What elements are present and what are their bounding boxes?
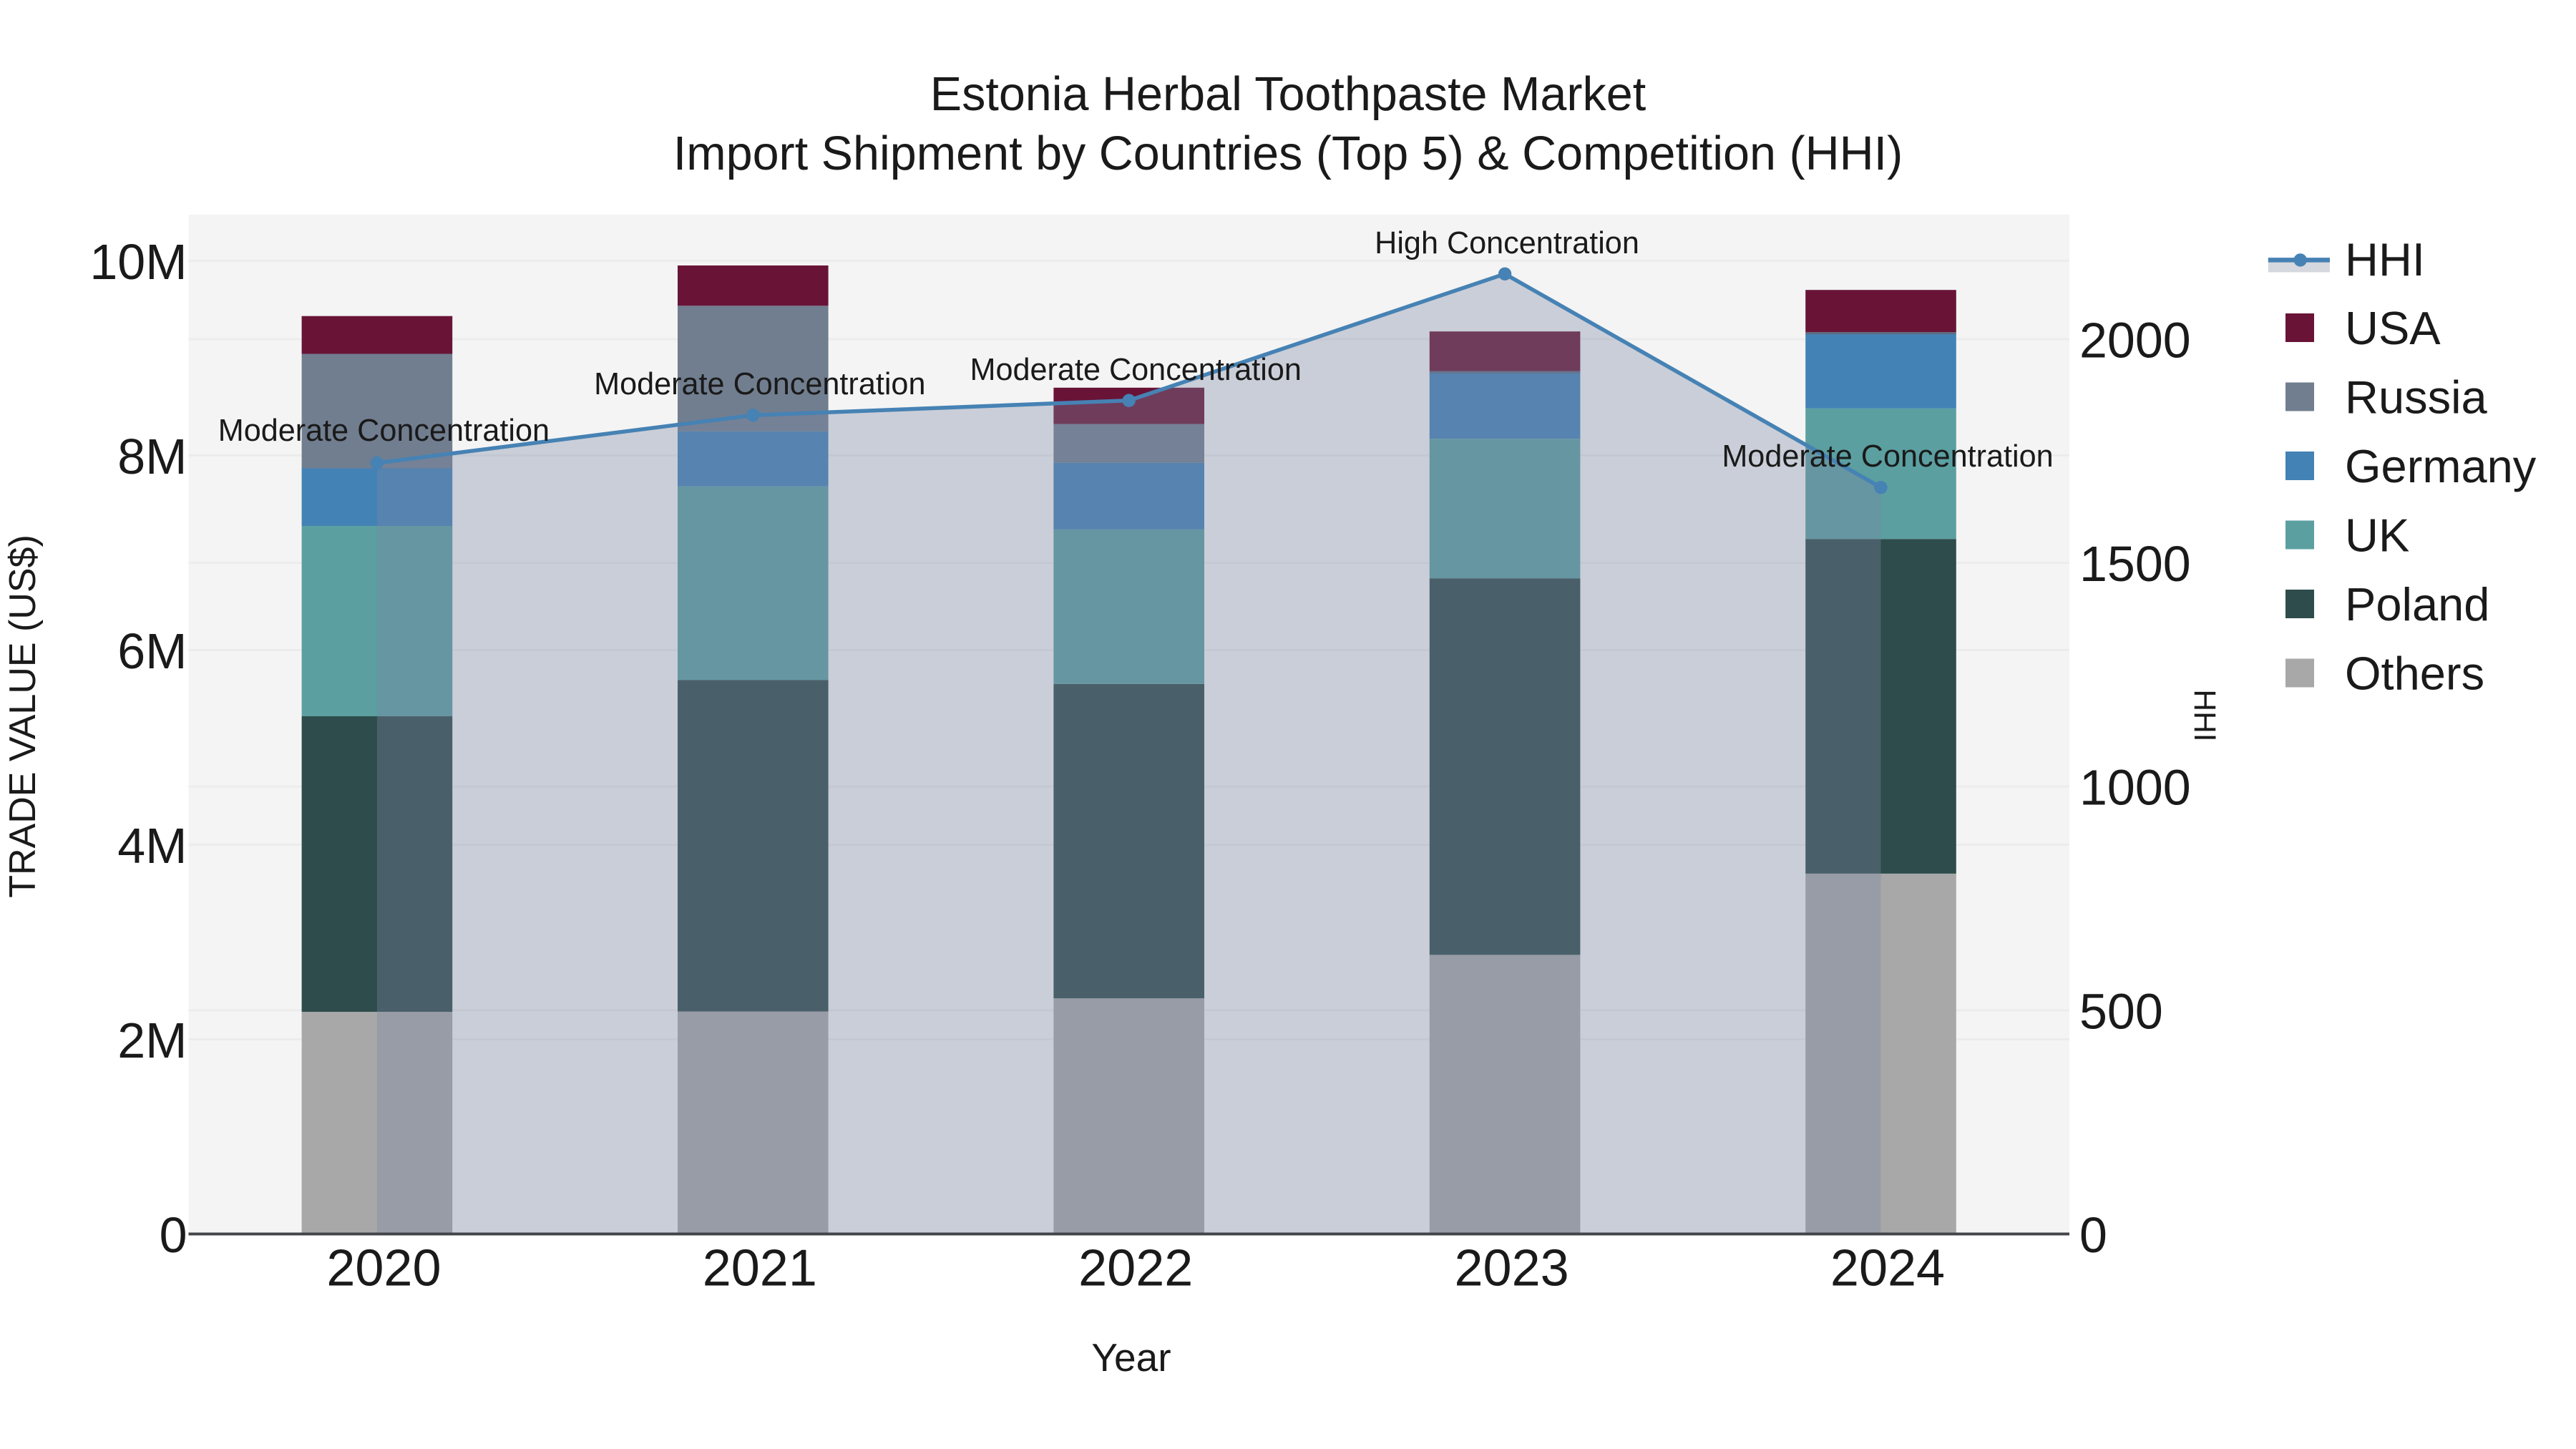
svg-text:High Concentration: High Concentration (1375, 226, 1639, 260)
svg-text:2023: 2023 (1455, 1240, 1569, 1297)
svg-text:HHI: HHI (2187, 689, 2221, 741)
svg-text:Germany: Germany (2345, 440, 2537, 492)
svg-text:1000: 1000 (2079, 760, 2191, 816)
svg-text:2000: 2000 (2079, 312, 2191, 368)
svg-text:Moderate Concentration: Moderate Concentration (970, 353, 1302, 387)
svg-text:Russia: Russia (2345, 371, 2488, 424)
svg-text:0: 0 (2079, 1207, 2107, 1263)
svg-text:HHI: HHI (2345, 233, 2425, 286)
svg-text:4M: 4M (117, 818, 187, 874)
svg-text:2M: 2M (117, 1013, 187, 1068)
svg-text:2020: 2020 (326, 1240, 441, 1297)
svg-text:Poland: Poland (2345, 578, 2489, 630)
svg-text:6M: 6M (117, 623, 187, 679)
svg-text:Estonia Herbal Toothpaste Mark: Estonia Herbal Toothpaste Market (930, 68, 1646, 121)
svg-text:2021: 2021 (703, 1240, 817, 1297)
svg-text:USA: USA (2345, 302, 2441, 354)
svg-text:Others: Others (2345, 648, 2484, 700)
svg-text:8M: 8M (117, 429, 187, 484)
svg-text:Moderate Concentration: Moderate Concentration (1722, 439, 2053, 474)
svg-text:0: 0 (160, 1207, 187, 1263)
svg-text:Moderate Concentration: Moderate Concentration (594, 367, 925, 401)
svg-text:1500: 1500 (2079, 536, 2191, 592)
svg-text:2022: 2022 (1078, 1240, 1193, 1297)
svg-text:TRADE VALUE (US$): TRADE VALUE (US$) (2, 535, 44, 898)
svg-text:Moderate Concentration: Moderate Concentration (218, 414, 550, 448)
svg-text:2024: 2024 (1830, 1240, 1945, 1297)
svg-text:Import Shipment by Countries (: Import Shipment by Countries (Top 5) & C… (673, 127, 1903, 180)
svg-text:Year: Year (1091, 1335, 1171, 1380)
svg-text:500: 500 (2079, 983, 2163, 1039)
svg-text:UK: UK (2345, 509, 2409, 562)
svg-text:10M: 10M (89, 234, 187, 290)
